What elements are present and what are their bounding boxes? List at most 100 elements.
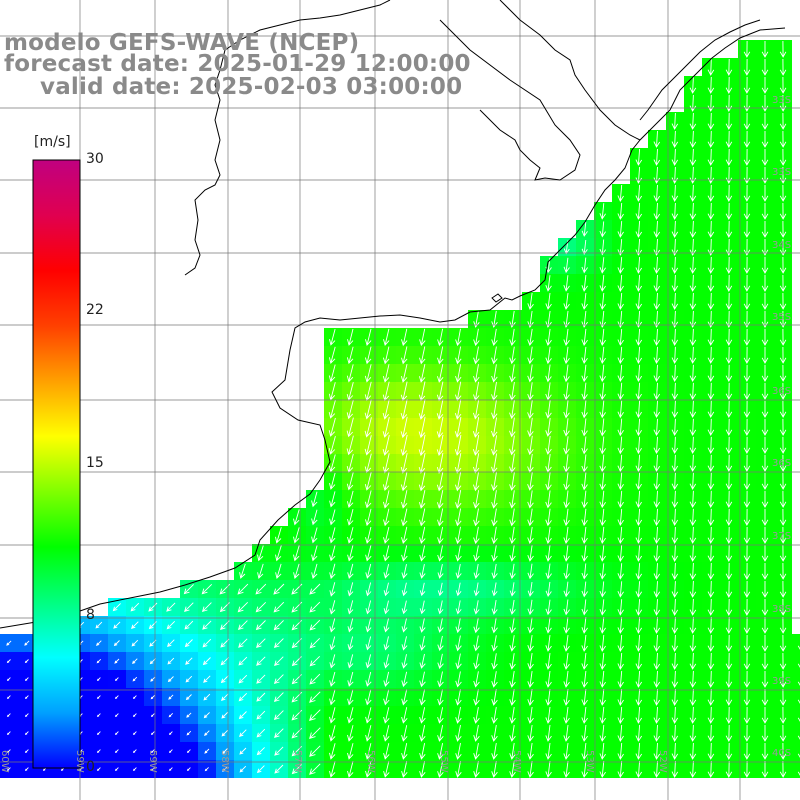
wind-direction-arrow-icon: [635, 364, 643, 383]
wind-direction-arrow-icon: [743, 454, 751, 473]
wind-direction-arrow-icon: [545, 635, 552, 652]
wind-direction-arrow-icon: [761, 41, 769, 58]
wind-direction-arrow-icon: [491, 563, 498, 580]
wind-direction-arrow-icon: [454, 434, 462, 456]
wind-direction-arrow-icon: [689, 274, 697, 292]
wind-direction-arrow-icon: [545, 490, 552, 509]
wind-direction-arrow-icon: [473, 328, 480, 347]
wind-direction-arrow-icon: [761, 671, 769, 688]
wind-direction-arrow-icon: [347, 636, 354, 651]
wind-direction-arrow-icon: [436, 490, 444, 509]
wind-direction-arrow-icon: [743, 490, 751, 509]
wind-direction-arrow-icon: [599, 203, 606, 220]
wind-direction-arrow-icon: [527, 364, 534, 383]
wind-direction-arrow-icon: [527, 472, 534, 491]
wind-direction-arrow-icon: [455, 653, 462, 670]
wind-direction-arrow-icon: [725, 256, 733, 274]
wind-direction-arrow-icon: [689, 292, 697, 310]
wind-direction-arrow-icon: [509, 508, 516, 527]
wind-direction-arrow-icon: [545, 382, 552, 401]
wind-direction-arrow-icon: [761, 292, 769, 311]
wind-direction-arrow-icon: [274, 656, 284, 666]
wind-direction-arrow-icon: [527, 760, 534, 778]
wind-direction-arrow-icon: [563, 526, 570, 545]
wind-direction-arrow-icon: [635, 742, 643, 760]
wind-direction-arrow-icon: [491, 743, 498, 760]
wind-direction-arrow-icon: [364, 364, 372, 383]
wind-direction-arrow-icon: [545, 400, 552, 419]
wind-direction-arrow-icon: [202, 638, 212, 648]
wind-direction-arrow-icon: [725, 454, 733, 473]
wind-direction-arrow-icon: [779, 238, 787, 256]
wind-direction-arrow-icon: [671, 256, 679, 274]
wind-direction-arrow-icon: [653, 220, 661, 238]
wind-direction-arrow-icon: [311, 545, 318, 562]
wind-direction-arrow-icon: [132, 731, 137, 736]
wind-direction-arrow-icon: [347, 671, 354, 687]
wind-direction-arrow-icon: [671, 688, 679, 706]
wind-direction-arrow-icon: [473, 743, 480, 760]
wind-direction-arrow-icon: [132, 695, 137, 700]
wind-direction-arrow-icon: [527, 742, 534, 760]
wind-direction-arrow-icon: [581, 742, 588, 760]
wind-direction-arrow-icon: [437, 689, 444, 706]
wind-direction-arrow-icon: [491, 328, 498, 347]
wind-direction-arrow-icon: [545, 563, 552, 580]
wind-direction-arrow-icon: [491, 600, 498, 615]
wind-direction-arrow-icon: [617, 724, 624, 742]
wind-direction-arrow-icon: [96, 767, 101, 772]
wind-direction-arrow-icon: [563, 508, 570, 527]
wind-direction-arrow-icon: [545, 599, 552, 616]
wind-direction-arrow-icon: [707, 274, 715, 292]
wind-direction-arrow-icon: [96, 713, 101, 718]
wind-direction-arrow-icon: [743, 238, 751, 256]
map-title-valid-date: valid date: 2025-02-03 03:00:00: [40, 74, 463, 100]
wind-direction-arrow-icon: [779, 670, 787, 688]
wind-direction-arrow-icon: [238, 711, 247, 720]
wind-direction-arrow-icon: [418, 364, 426, 383]
wind-direction-arrow-icon: [779, 544, 787, 562]
wind-direction-arrow-icon: [545, 706, 552, 724]
wind-direction-arrow-icon: [599, 760, 606, 778]
wind-direction-arrow-icon: [653, 148, 661, 166]
wind-direction-arrow-icon: [509, 582, 516, 597]
wind-direction-arrow-icon: [635, 581, 643, 598]
wind-direction-arrow-icon: [168, 767, 173, 772]
wind-direction-arrow-icon: [671, 634, 679, 652]
wind-direction-arrow-icon: [725, 418, 733, 437]
wind-direction-arrow-icon: [581, 617, 588, 634]
wind-direction-arrow-icon: [293, 509, 300, 526]
wind-direction-arrow-icon: [689, 472, 697, 491]
wind-direction-arrow-icon: [689, 310, 697, 328]
wind-direction-arrow-icon: [761, 454, 769, 473]
wind-direction-arrow-icon: [761, 436, 769, 455]
wind-direction-arrow-icon: [617, 292, 624, 310]
wind-direction-arrow-icon: [689, 598, 697, 616]
wind-direction-arrow-icon: [509, 364, 516, 383]
wind-direction-arrow-icon: [274, 746, 284, 756]
wind-direction-arrow-icon: [365, 526, 372, 544]
wind-direction-arrow-icon: [329, 582, 336, 597]
wind-direction-arrow-icon: [132, 713, 137, 718]
wind-direction-arrow-icon: [24, 695, 29, 700]
wind-direction-arrow-icon: [617, 472, 624, 491]
wind-direction-arrow-icon: [635, 382, 642, 401]
wind-direction-arrow-icon: [491, 471, 498, 492]
wind-direction-arrow-icon: [599, 526, 606, 545]
wind-direction-arrow-icon: [509, 707, 516, 724]
wind-direction-arrow-icon: [671, 436, 679, 455]
wind-speed-field: [0, 40, 800, 778]
wind-direction-arrow-icon: [707, 436, 715, 455]
wind-direction-arrow-icon: [419, 618, 426, 633]
wind-direction-arrow-icon: [150, 713, 155, 718]
wind-direction-arrow-icon: [743, 760, 751, 778]
wind-direction-arrow-icon: [743, 364, 751, 383]
wind-direction-arrow-icon: [779, 400, 787, 419]
wind-direction-arrow-icon: [347, 689, 354, 706]
wind-direction-arrow-icon: [203, 693, 211, 701]
wind-direction-arrow-icon: [779, 346, 787, 364]
wind-direction-arrow-icon: [509, 653, 516, 670]
wind-direction-arrow-icon: [383, 328, 390, 347]
wind-direction-arrow-icon: [581, 706, 588, 724]
wind-direction-arrow-icon: [707, 382, 715, 401]
